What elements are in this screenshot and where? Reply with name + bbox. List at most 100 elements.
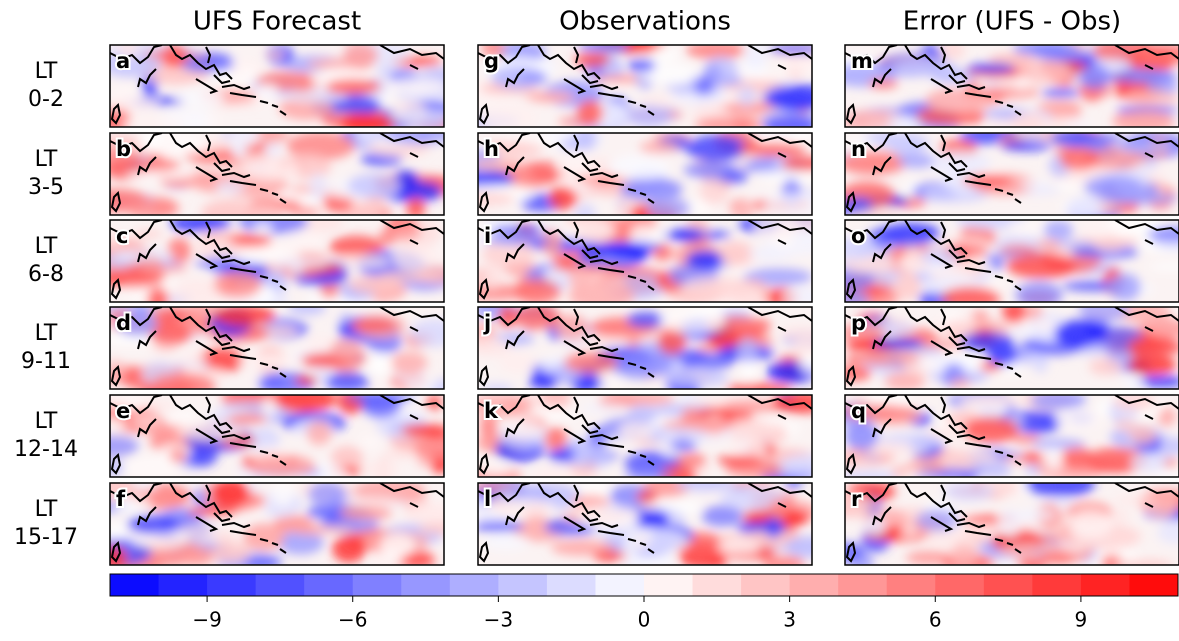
anomaly — [943, 320, 971, 342]
anomaly — [324, 196, 351, 211]
anomaly — [740, 360, 758, 382]
anomaly — [126, 169, 197, 181]
anomaly — [756, 336, 774, 347]
coastline — [478, 483, 812, 563]
anomaly — [845, 256, 896, 274]
anomaly — [685, 45, 747, 59]
coastline — [478, 220, 812, 300]
anomaly — [117, 118, 187, 127]
anomaly — [215, 180, 246, 194]
colorbar-bin — [1032, 574, 1082, 596]
map-anomalies — [478, 395, 812, 477]
anomaly — [941, 286, 1001, 302]
panel-frame — [109, 132, 445, 216]
anomaly — [868, 78, 899, 89]
anomaly — [747, 246, 794, 261]
anomaly — [1016, 558, 1047, 565]
coastline — [478, 307, 812, 387]
anomaly — [845, 237, 878, 260]
anomaly — [121, 456, 181, 477]
anomaly — [894, 117, 917, 127]
anomaly — [715, 100, 785, 116]
anomaly — [845, 151, 907, 175]
map-panel: o — [844, 219, 1179, 303]
anomaly — [636, 490, 658, 504]
panel-label: g — [484, 49, 499, 73]
anomaly — [1012, 45, 1063, 56]
anomaly — [514, 278, 561, 302]
colorbar-bin — [207, 574, 257, 596]
anomaly — [482, 263, 502, 290]
anomaly — [414, 437, 444, 462]
anomaly — [725, 418, 773, 442]
anomaly — [872, 338, 924, 349]
anomaly — [261, 397, 279, 418]
anomaly — [582, 403, 634, 414]
anomaly — [627, 58, 656, 72]
anomaly — [286, 133, 355, 160]
anomaly — [1089, 357, 1123, 376]
anomaly — [778, 453, 812, 477]
anomaly — [271, 483, 295, 506]
colorbar-bin — [546, 574, 596, 596]
anomaly — [845, 110, 891, 127]
anomaly — [110, 395, 151, 410]
anomaly — [859, 347, 919, 367]
anomaly — [527, 92, 576, 102]
anomaly — [306, 420, 332, 446]
anomaly — [485, 235, 553, 245]
anomaly — [499, 351, 537, 374]
anomaly — [956, 395, 1027, 407]
anomaly — [1082, 148, 1150, 170]
anomaly — [578, 45, 637, 53]
anomaly — [884, 525, 906, 537]
anomaly — [1084, 175, 1144, 200]
anomaly — [305, 336, 333, 348]
colorbar-bin — [352, 574, 402, 596]
anomaly — [1049, 106, 1082, 120]
anomaly — [243, 523, 285, 551]
anomaly — [1030, 395, 1087, 410]
anomaly — [717, 540, 761, 555]
panel-frame — [477, 219, 813, 303]
map-anomalies — [110, 483, 444, 565]
anomaly — [177, 89, 225, 107]
anomaly — [514, 307, 560, 331]
anomaly — [238, 353, 303, 369]
anomaly — [187, 506, 237, 517]
anomaly — [151, 372, 217, 389]
panel-label: n — [851, 137, 866, 161]
anomaly — [1113, 228, 1132, 238]
colorbar-bin — [255, 574, 305, 596]
anomaly — [110, 418, 128, 429]
anomaly — [884, 371, 925, 389]
anomaly — [180, 56, 234, 73]
colorbar-bin — [644, 574, 694, 596]
anomaly — [1125, 90, 1179, 107]
map-anomalies — [845, 483, 1179, 565]
anomaly — [478, 520, 525, 532]
anomaly — [962, 174, 1013, 187]
anomaly — [1033, 319, 1056, 331]
map-panel: d — [109, 306, 445, 390]
panel-frame — [109, 306, 445, 390]
anomaly — [845, 455, 871, 468]
anomaly — [288, 307, 327, 316]
anomaly — [277, 530, 324, 555]
anomaly — [236, 152, 275, 165]
anomaly — [551, 365, 579, 385]
anomaly — [666, 94, 724, 104]
anomaly — [1105, 68, 1178, 84]
anomaly — [1002, 307, 1027, 324]
anomaly — [1011, 112, 1046, 127]
anomaly — [406, 196, 426, 215]
row-label: 9-11 — [21, 349, 71, 374]
colorbar-tick-label: −9 — [192, 608, 221, 632]
anomaly — [635, 555, 673, 565]
anomaly — [1127, 354, 1177, 376]
anomaly — [1022, 451, 1042, 464]
anomaly — [845, 470, 902, 477]
anomaly — [625, 105, 671, 127]
anomaly — [788, 133, 812, 144]
panel-label: q — [851, 399, 866, 423]
